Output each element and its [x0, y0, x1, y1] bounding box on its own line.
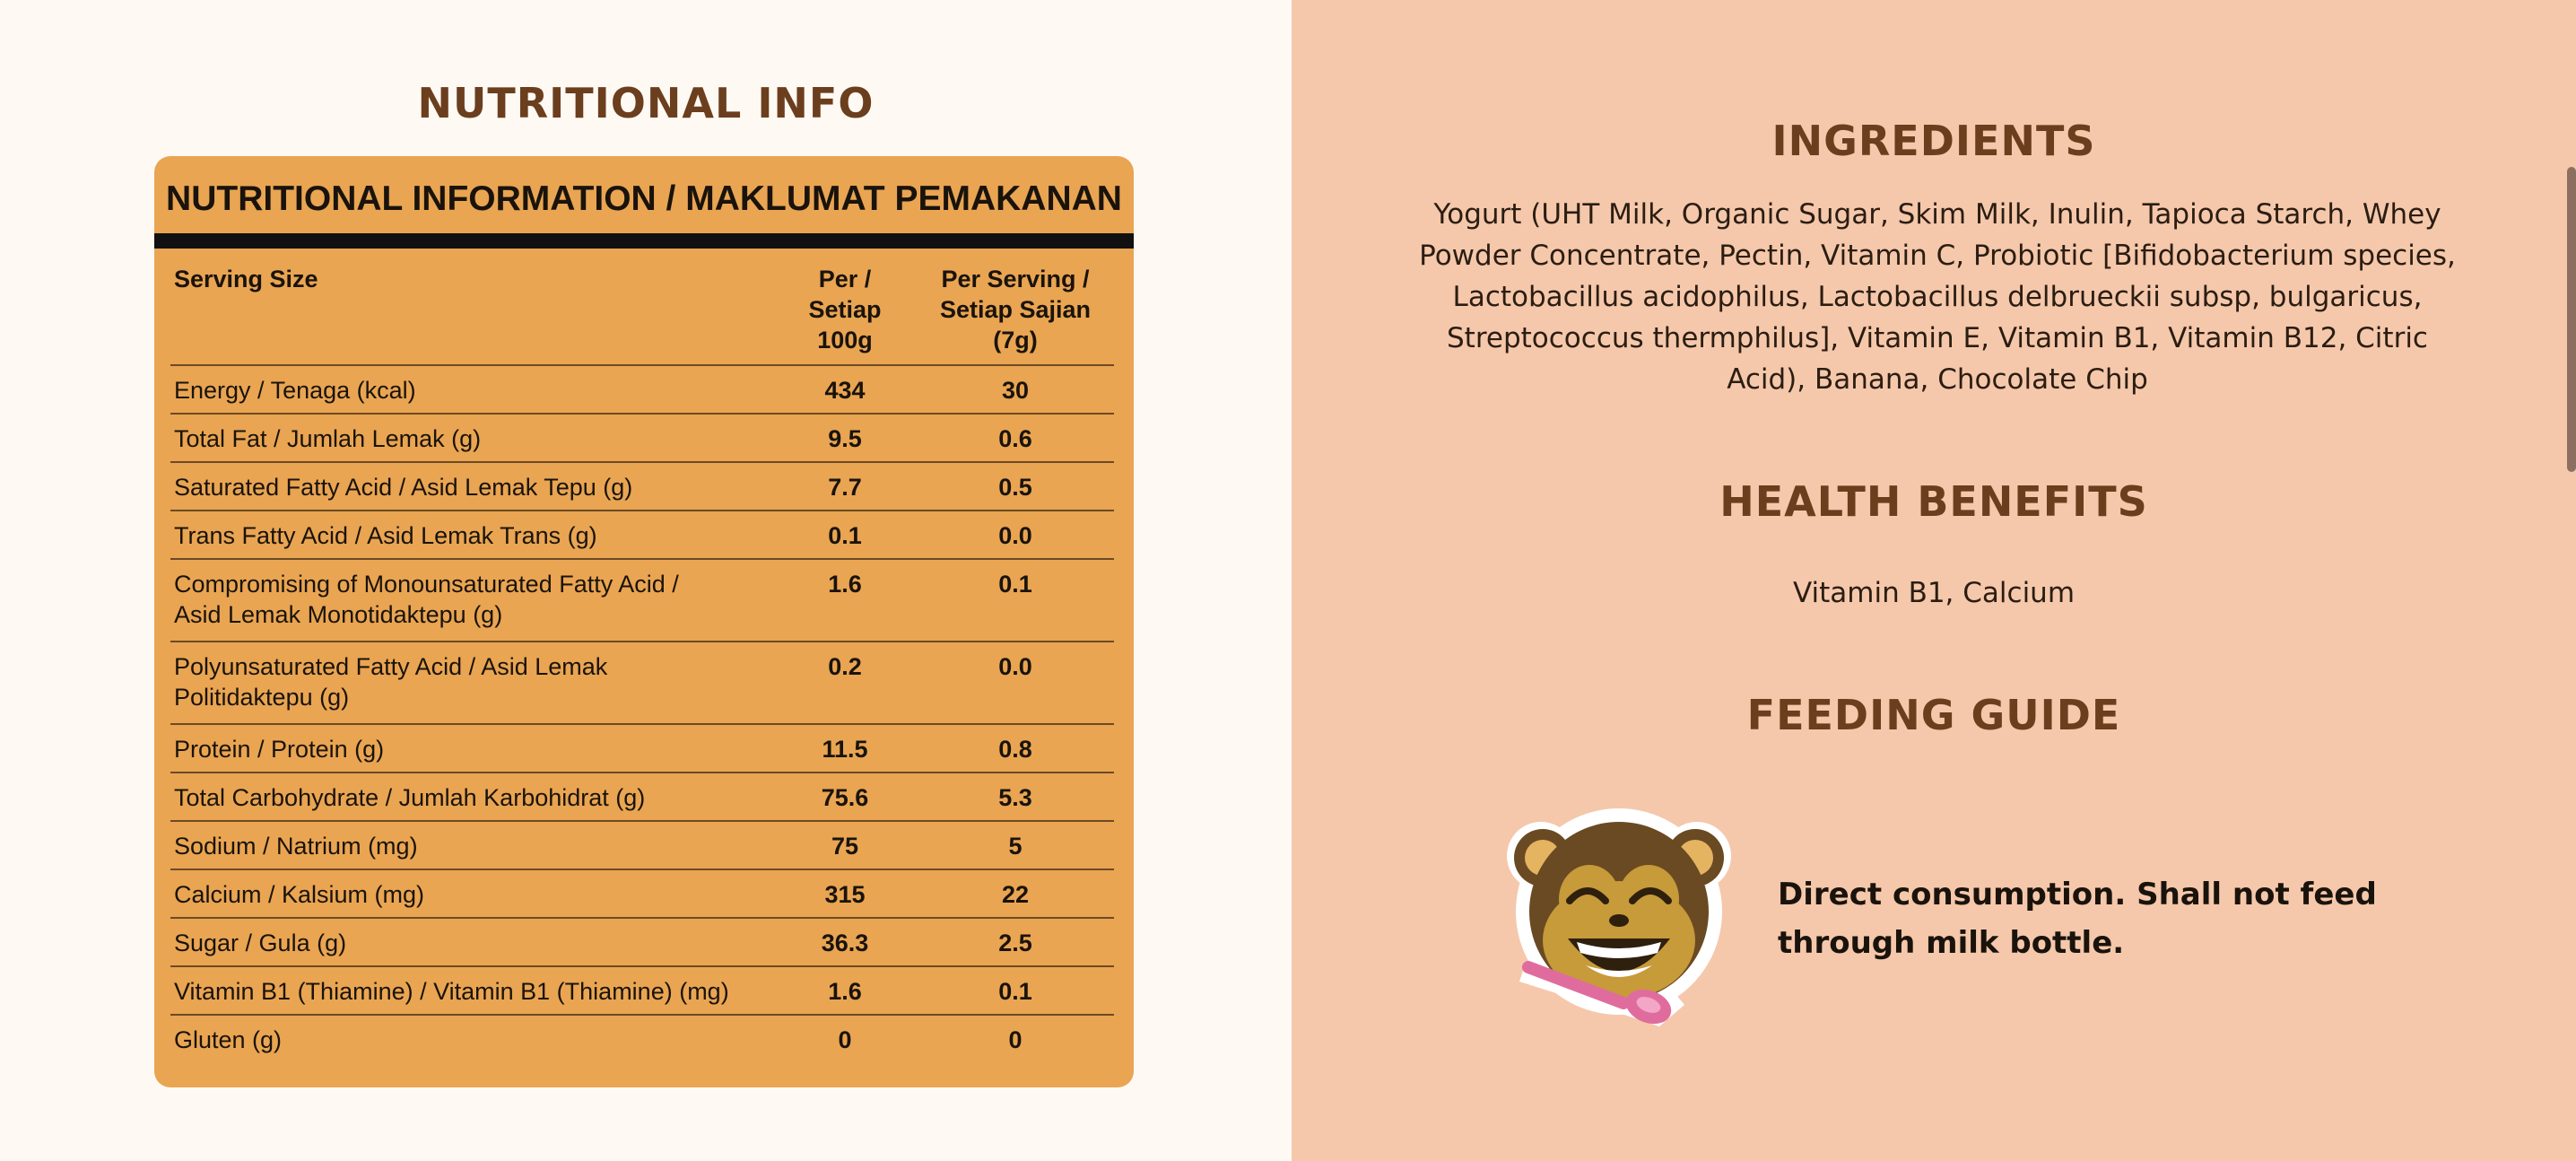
nutrient-name: Sodium / Natrium (mg): [174, 833, 418, 860]
nutrient-per-100g: 36.3: [821, 930, 869, 956]
feeding-guide-heading: FEEDING GUIDE: [1746, 691, 2121, 739]
nutrient-name: Total Fat / Jumlah Lemak (g): [174, 425, 482, 452]
nutrient-name: Vitamin B1 (Thiamine) / Vitamin B1 (Thia…: [174, 978, 729, 1005]
nutrient-per-serving: 2.5: [998, 930, 1032, 956]
nutrition-label-title: NUTRITIONAL INFORMATION / MAKLUMAT PEMAK…: [166, 179, 1122, 218]
nutrition-label-divider: [154, 233, 1134, 249]
serving-size-header: Serving Size: [174, 266, 318, 292]
nutrient-per-serving: 0.0: [998, 522, 1032, 549]
nutrient-per-serving: 0.1: [998, 978, 1032, 1005]
nutrient-per-serving: 0.0: [998, 653, 1032, 680]
nutrition-row: Compromising of Monounsaturated Fatty Ac…: [170, 558, 1114, 642]
nutrient-per-100g: 11.5: [822, 736, 868, 763]
nutrient-per-serving: 0.6: [998, 425, 1032, 452]
nutrient-per-serving: 0: [1008, 1026, 1023, 1053]
nutrition-row: Protein / Protein (g) 11.5 0.8: [170, 723, 1114, 773]
nutrient-per-serving: 0.5: [998, 474, 1032, 501]
nutritional-info-heading: NUTRITIONAL INFO: [417, 79, 875, 127]
nutrient-name: Compromising of Monounsaturated Fatty Ac…: [174, 571, 679, 628]
nutrient-name: Energy / Tenaga (kcal): [174, 377, 416, 404]
ingredients-heading: INGREDIENTS: [1771, 117, 2096, 165]
nutrition-row: Sugar / Gula (g) 36.3 2.5: [170, 917, 1114, 967]
nutrition-row: Polyunsaturated Fatty Acid / Asid Lemak …: [170, 641, 1114, 725]
nutrient-per-serving: 5.3: [998, 784, 1032, 811]
nutrition-row: Total Fat / Jumlah Lemak (g) 9.5 0.6: [170, 413, 1114, 463]
nutrient-per-serving: 5: [1008, 833, 1023, 860]
feeding-guide-text: Direct consumption. Shall not feed throu…: [1778, 877, 2377, 961]
nutrient-name: Protein / Protein (g): [174, 736, 385, 763]
nutrient-name: Saturated Fatty Acid / Asid Lemak Tepu (…: [174, 474, 633, 501]
per-serving-header: Per Serving / Setiap Sajian (7g): [939, 266, 1092, 354]
health-benefits-heading: HEALTH BENEFITS: [1719, 477, 2148, 526]
nutrient-per-100g: 0.1: [828, 522, 862, 549]
nutrient-per-serving: 0.8: [998, 736, 1032, 763]
scrollbar-thumb[interactable]: [2567, 167, 2576, 472]
nutrient-name: Calcium / Kalsium (mg): [174, 881, 425, 908]
nutrient-per-100g: 434: [824, 377, 866, 404]
health-benefits-text: Vitamin B1, Calcium: [1792, 577, 2076, 609]
nutrient-name: Trans Fatty Acid / Asid Lemak Trans (g): [174, 522, 597, 549]
nutrient-per-100g: 1.6: [828, 978, 862, 1005]
nutrition-row: Vitamin B1 (Thiamine) / Vitamin B1 (Thia…: [170, 965, 1114, 1016]
nutrition-row: Energy / Tenaga (kcal) 434 30: [170, 364, 1114, 415]
nutrient-per-100g: 75.6: [821, 784, 869, 811]
nutrition-label-image: NUTRITIONAL INFORMATION / MAKLUMAT PEMAK…: [154, 156, 1134, 1087]
nutrition-row: Calcium / Kalsium (mg) 315 22: [170, 869, 1114, 919]
nutrition-row: Trans Fatty Acid / Asid Lemak Trans (g) 0…: [170, 510, 1114, 560]
nutrient-per-100g: 0.2: [828, 653, 862, 680]
nutrient-per-100g: 315: [824, 881, 866, 908]
ingredients-text: Yogurt (UHT Milk, Organic Sugar, Skim Mi…: [1419, 198, 2456, 396]
nutrient-per-100g: 0: [838, 1026, 852, 1053]
nutrient-name: Gluten (g): [174, 1026, 283, 1053]
nutrient-name: Polyunsaturated Fatty Acid / Asid Lemak …: [174, 653, 608, 711]
nutrient-name: Total Carbohydrate / Jumlah Karbohidrat …: [174, 784, 646, 811]
per-100g-header: Per / Setiap 100g: [808, 266, 882, 354]
monkey-with-spoon-icon: [1507, 808, 1731, 1026]
nutrient-per-serving: 30: [1001, 377, 1030, 404]
nutrient-per-100g: 9.5: [828, 425, 862, 452]
nutrition-row: Total Carbohydrate / Jumlah Karbohidrat …: [170, 772, 1114, 822]
nutrient-per-100g: 1.6: [828, 571, 862, 598]
nutrient-per-100g: 7.7: [828, 474, 862, 501]
nutrition-row: Saturated Fatty Acid / Asid Lemak Tepu (…: [170, 461, 1114, 511]
nutrition-row: Sodium / Natrium (mg) 75 5: [170, 820, 1114, 870]
nutrient-per-100g: 75: [831, 833, 859, 860]
product-details-panel: [1292, 0, 2576, 1161]
nutrition-row: Gluten (g) 0 0: [170, 1014, 1114, 1071]
nutrient-per-serving: 0.1: [998, 571, 1032, 598]
nutrient-per-serving: 22: [1001, 881, 1030, 908]
nutrient-name: Sugar / Gula (g): [174, 930, 347, 956]
